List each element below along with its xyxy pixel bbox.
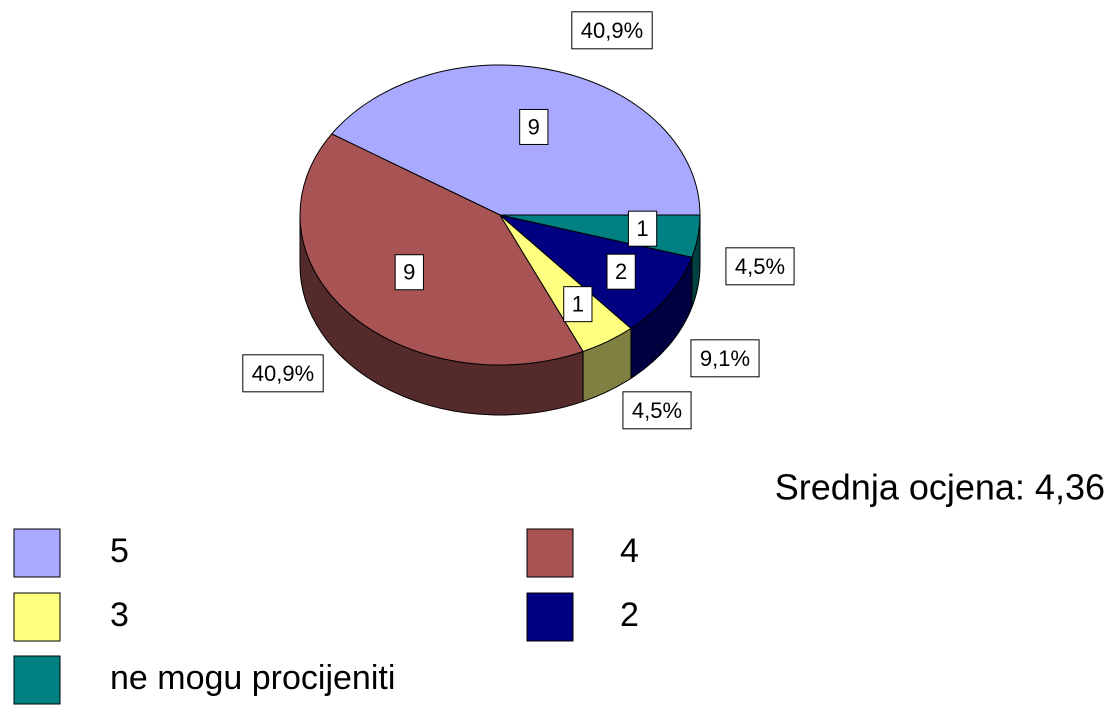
legend-swatch [526,528,574,578]
legend-swatch [13,528,61,578]
legend-label: 4 [620,532,639,570]
legend-swatch [13,592,61,642]
percent-label: 4,5% [632,398,682,423]
slice [330,64,701,216]
label-box [606,253,636,290]
label-box [519,108,549,145]
label-box [627,210,658,247]
label-box [622,391,692,430]
legend-label: 5 [110,532,129,570]
legend-label: 2 [620,596,639,634]
label-box [563,286,593,323]
label-box [242,354,324,393]
data-label: 2 [615,259,627,284]
percent-label: 9,1% [700,346,750,371]
label-box [690,339,760,378]
data-label: 1 [636,216,648,241]
legend-label: ne mogu procijeniti [110,659,395,697]
percent-label: 40,9% [581,18,643,43]
slice [499,214,693,329]
label-box [571,11,653,50]
percent-label: 40,9% [252,361,314,386]
data-label: 9 [528,114,540,139]
label-box [725,247,795,286]
legend-label: 3 [110,596,129,634]
data-label: 1 [572,292,584,317]
legend-swatch [526,592,574,642]
percent-label: 4,5% [735,254,785,279]
label-box [394,254,424,291]
slice [299,133,584,366]
legend-swatch [13,655,61,705]
data-label: 9 [403,260,415,285]
annotation: Srednja ocjena: 4,36 [775,467,1105,508]
